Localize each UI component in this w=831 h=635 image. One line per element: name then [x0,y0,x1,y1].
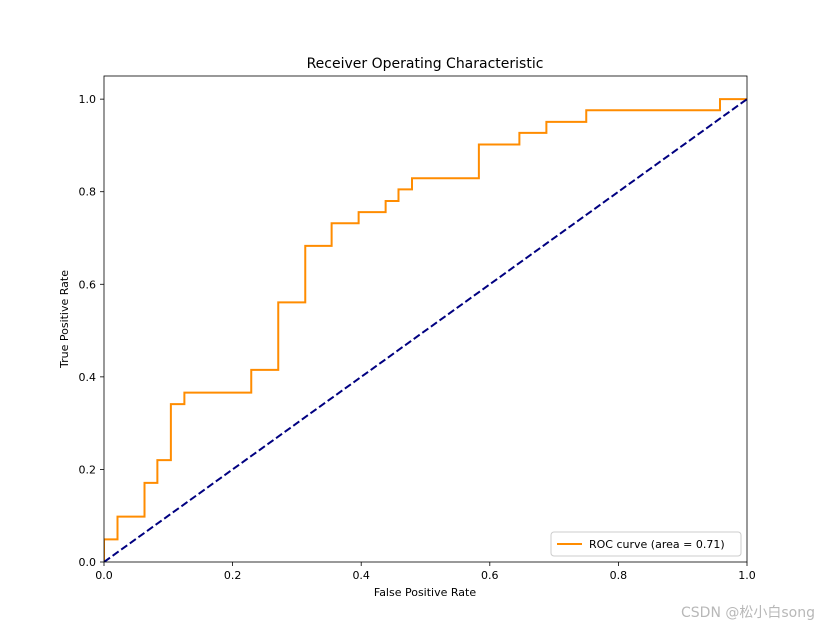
x-tick-label: 0.8 [610,569,628,582]
plot-frame [103,75,748,563]
series-group [104,98,747,562]
y-tick-label: 0.6 [79,278,97,291]
chance-diagonal-line [104,98,747,562]
x-tick-label: 0.4 [352,569,370,582]
x-tick-label: 0.2 [224,569,242,582]
watermark: CSDN @松小白song [681,605,815,621]
plot-area [103,75,748,563]
y-axis-label: True Positive Rate [58,270,71,369]
axis-ticks: 0.0 0.2 0.4 0.6 0.8 1.0 0.0 0.2 0.4 0.6 0.8 1.0 [79,93,756,582]
legend-box [550,531,742,557]
legend-label-roc: ROC curve (area = 0.71) [589,538,725,551]
x-tick-label: 0.0 [95,569,113,582]
y-tick-label: 0.0 [79,556,97,569]
y-tick-label: 0.8 [79,186,97,199]
y-tick-label: 0.4 [79,371,97,384]
x-tick-label: 1.0 [738,569,756,582]
legend: ROC curve (area = 0.71) [550,531,742,557]
x-axis-label: False Positive Rate [374,586,476,599]
chart-title: Receiver Operating Characteristic [307,56,544,72]
y-tick-label: 1.0 [79,93,97,106]
y-tick-label: 0.2 [79,463,97,476]
roc-curve-line [104,98,747,562]
x-tick-label: 0.6 [481,569,499,582]
